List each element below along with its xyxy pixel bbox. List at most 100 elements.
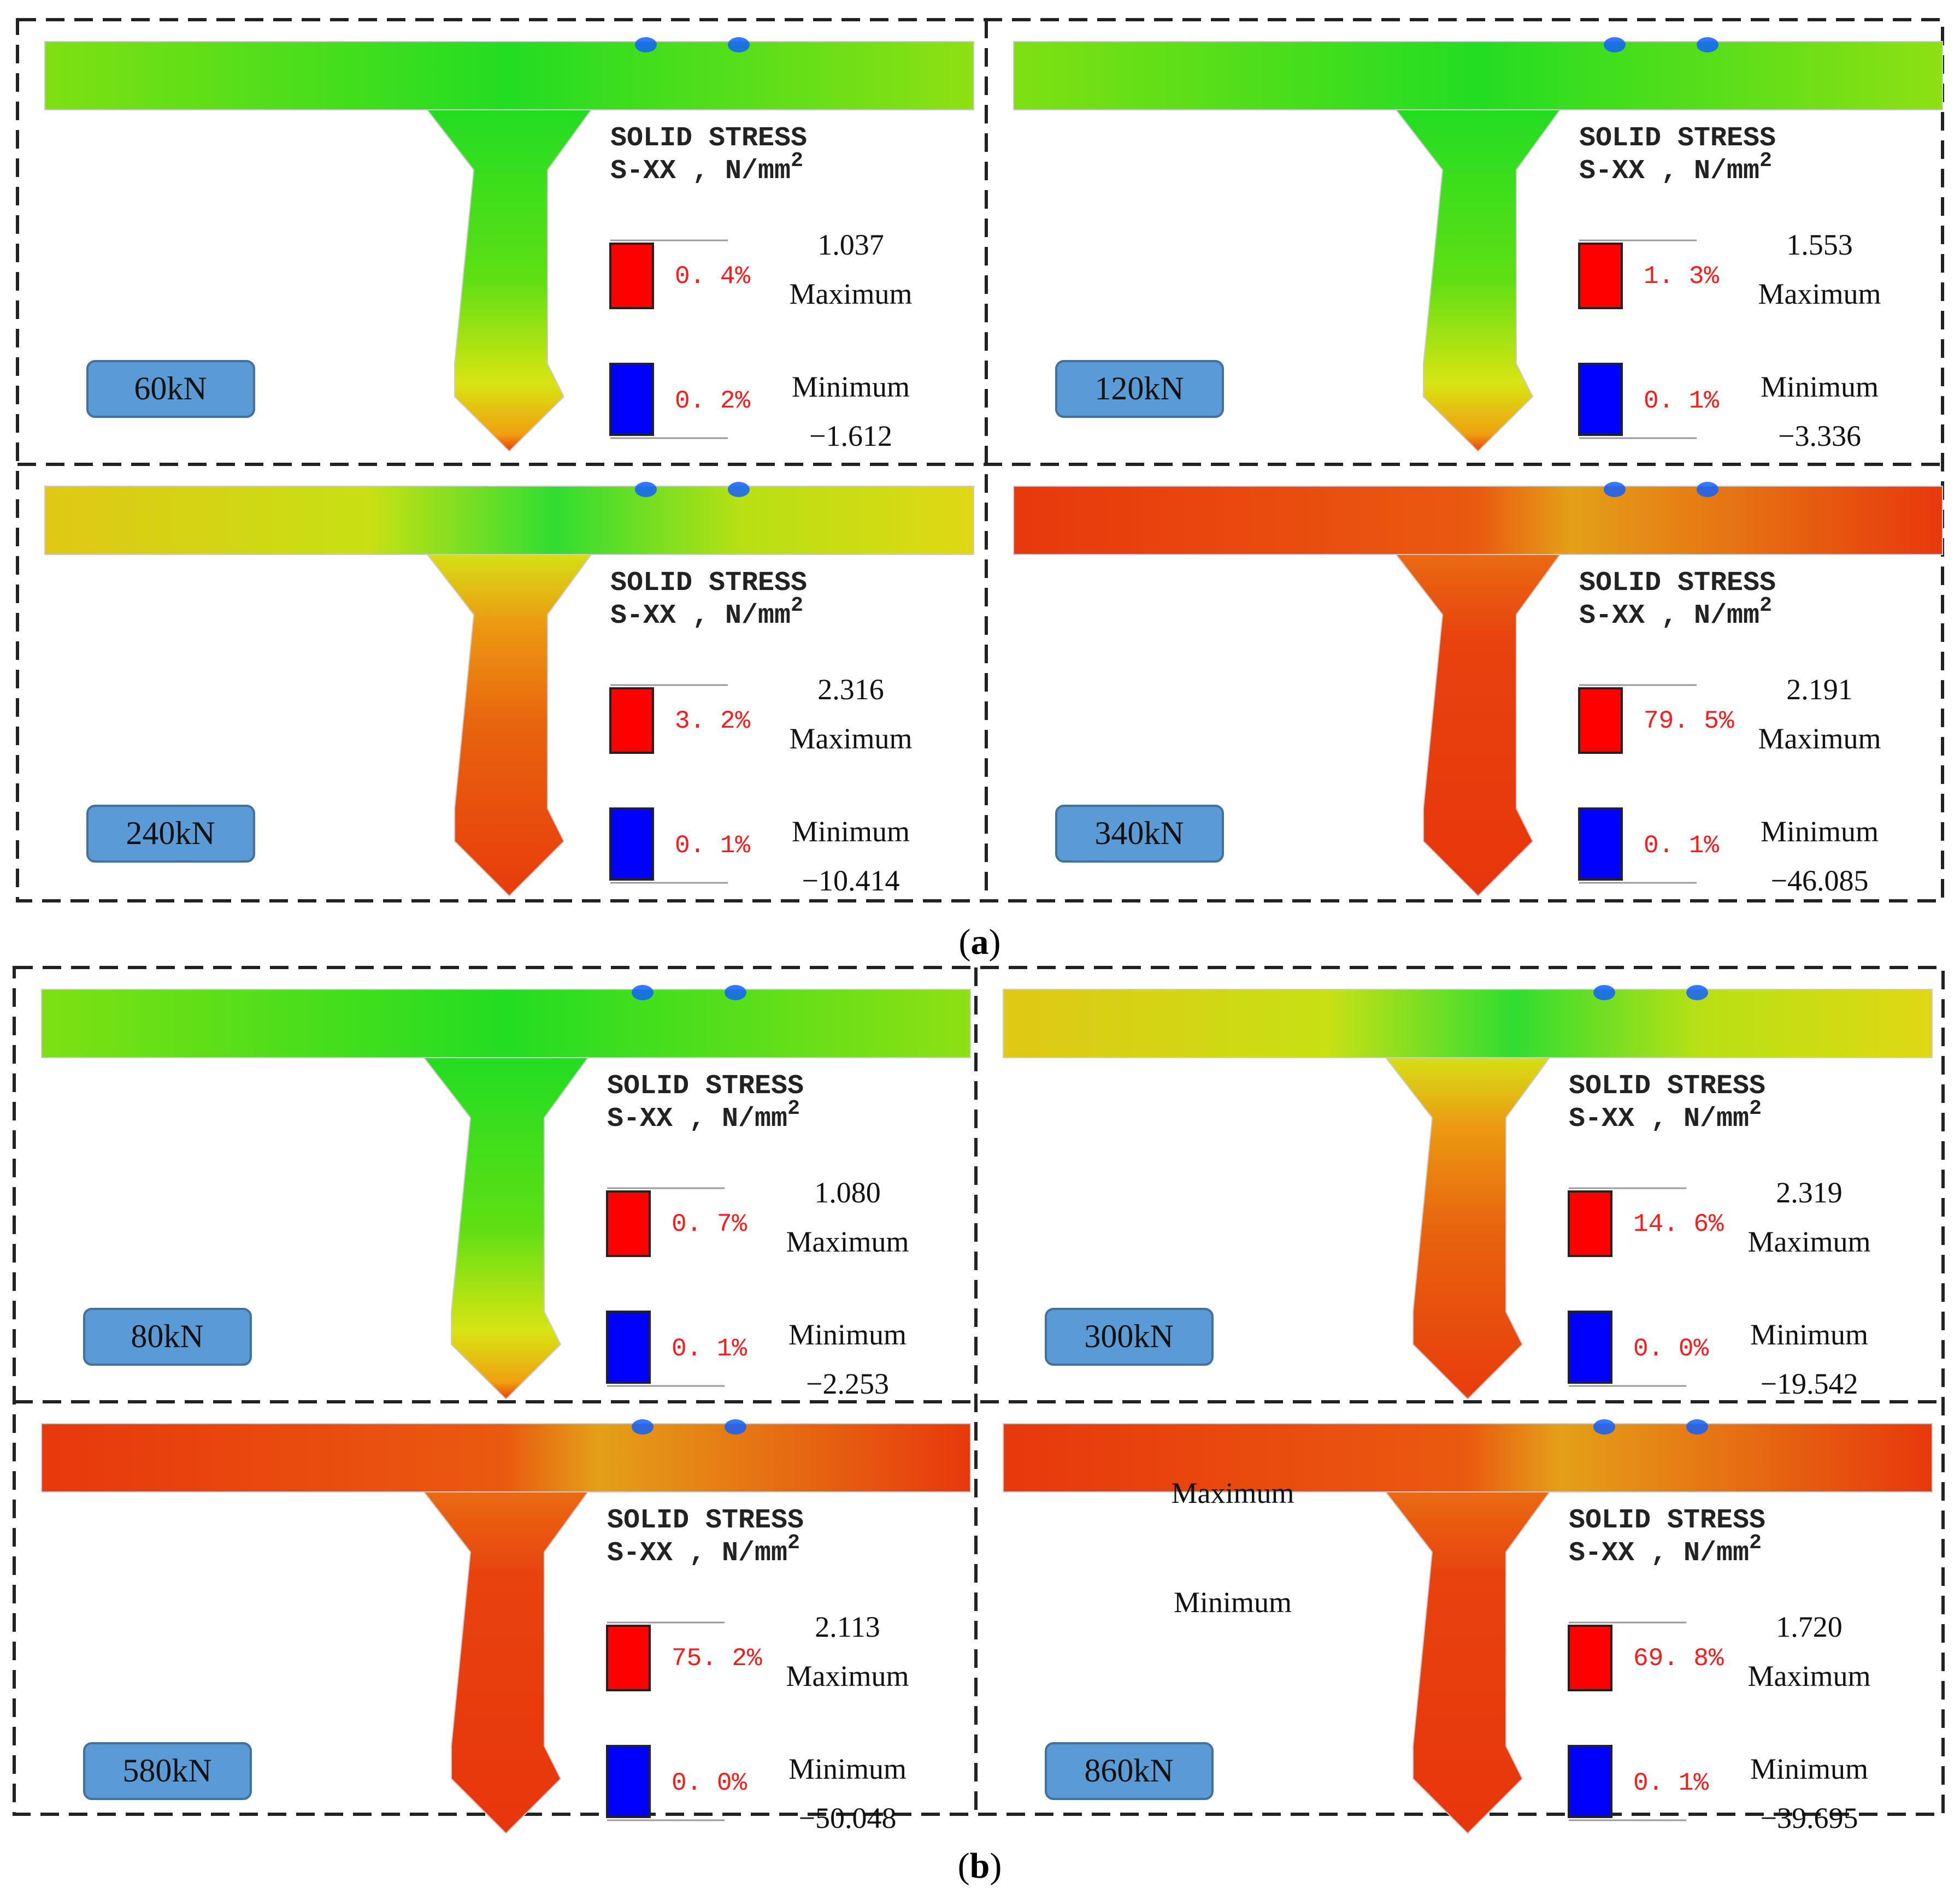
load-badge: 60kN — [86, 360, 255, 418]
load-label: 240kN — [126, 815, 215, 851]
min-label: Minimum — [788, 1318, 907, 1351]
min-swatch — [609, 807, 654, 881]
units-superscript: 2 — [787, 1097, 800, 1120]
units-superscript: 2 — [1759, 149, 1772, 173]
min-value: −19.542 — [1761, 1367, 1858, 1400]
min-label: Minimum — [1761, 370, 1879, 403]
max-value: 2.113 — [815, 1610, 880, 1643]
legend-units: S-XX , N/mm2 — [1569, 1097, 1762, 1135]
load-badge: 860kN — [1045, 1742, 1214, 1800]
min-percent: 0. 1% — [1644, 387, 1719, 415]
max-value: 2.319 — [1776, 1176, 1843, 1209]
tee-section-contour — [1003, 1419, 1933, 1834]
legend-title: SOLID STRESS — [1579, 568, 1776, 599]
load-label: 860kN — [1084, 1753, 1173, 1789]
min-label: Minimum — [1750, 1753, 1868, 1785]
legend-title: SOLID STRESS — [607, 1505, 804, 1536]
stress-hotspots — [1593, 985, 1708, 1000]
max-label: Maximum — [1748, 1660, 1871, 1692]
load-badge: 340kN — [1055, 805, 1224, 863]
load-label: 580kN — [122, 1753, 211, 1789]
tee-section-contour — [41, 1419, 971, 1834]
load-badge: 120kN — [1055, 360, 1224, 418]
caption-b: (b) — [958, 1846, 1002, 1886]
min-value: −46.085 — [1771, 864, 1869, 897]
max-label: Maximum — [1758, 722, 1881, 755]
tee-section-contour — [1013, 37, 1943, 452]
max-label: Maximum — [786, 1225, 909, 1258]
max-label: Maximum — [1758, 278, 1881, 310]
stress-hotspots — [632, 1419, 746, 1435]
legend-units: S-XX , N/mm2 — [610, 594, 803, 632]
legend-title: SOLID STRESS — [610, 568, 807, 599]
min-percent: 0. 1% — [672, 1335, 747, 1363]
min-percent: 0. 1% — [675, 831, 750, 860]
legend-title: SOLID STRESS — [610, 123, 807, 154]
min-percent: 0. 1% — [1633, 1769, 1709, 1797]
legend-title: SOLID STRESS — [1569, 1505, 1765, 1536]
min-swatch — [1578, 363, 1623, 436]
figure-b-frame — [13, 966, 1945, 1816]
units-superscript: 2 — [1759, 594, 1772, 617]
max-percent: 1. 3% — [1644, 262, 1719, 291]
min-swatch — [1568, 1311, 1612, 1384]
max-value: 1.553 — [1786, 228, 1853, 261]
extra-minimum-label: Minimum — [1174, 1586, 1292, 1619]
max-value: 1.037 — [817, 228, 884, 261]
units-superscript: 2 — [791, 149, 803, 173]
max-swatch — [609, 243, 654, 309]
load-label: 300kN — [1084, 1318, 1173, 1354]
min-label: Minimum — [788, 1753, 907, 1785]
legend-units: S-XX , N/mm2 — [607, 1097, 800, 1135]
tee-section-contour — [44, 482, 974, 897]
units-superscript: 2 — [1749, 1097, 1762, 1120]
tee-section-contour — [1013, 482, 1943, 897]
legend-title: SOLID STRESS — [1569, 1071, 1765, 1102]
max-label: Maximum — [790, 278, 913, 310]
max-swatch — [1568, 1190, 1612, 1257]
min-value: −39.695 — [1761, 1802, 1858, 1834]
min-value: −2.253 — [806, 1367, 889, 1400]
load-badge: 580kN — [83, 1742, 252, 1800]
max-value: 1.080 — [814, 1176, 881, 1209]
max-swatch — [1578, 243, 1623, 309]
min-swatch — [606, 1311, 651, 1384]
legend-units: S-XX , N/mm2 — [1579, 149, 1772, 187]
min-percent: 0. 1% — [1644, 831, 1719, 860]
max-value: 2.191 — [1786, 673, 1853, 706]
stress-hotspots — [632, 985, 746, 1000]
min-label: Minimum — [1761, 815, 1879, 848]
load-label: 340kN — [1094, 815, 1184, 851]
max-percent: 0. 4% — [675, 262, 750, 291]
legend-units: S-XX , N/mm2 — [1569, 1531, 1762, 1569]
stress-hotspots — [1593, 1419, 1708, 1435]
max-percent: 14. 6% — [1633, 1210, 1724, 1238]
min-label: Minimum — [792, 370, 910, 403]
tee-section-contour — [44, 37, 974, 452]
max-percent: 3. 2% — [675, 707, 750, 735]
max-swatch — [1578, 687, 1623, 754]
max-swatch — [606, 1625, 651, 1691]
stress-hotspots — [1604, 482, 1718, 497]
min-value: −1.612 — [809, 420, 892, 452]
min-percent: 0. 0% — [1633, 1335, 1709, 1363]
legend-title: SOLID STRESS — [607, 1071, 804, 1102]
max-percent: 69. 8% — [1633, 1644, 1724, 1673]
caption-a: (a) — [959, 922, 1001, 962]
